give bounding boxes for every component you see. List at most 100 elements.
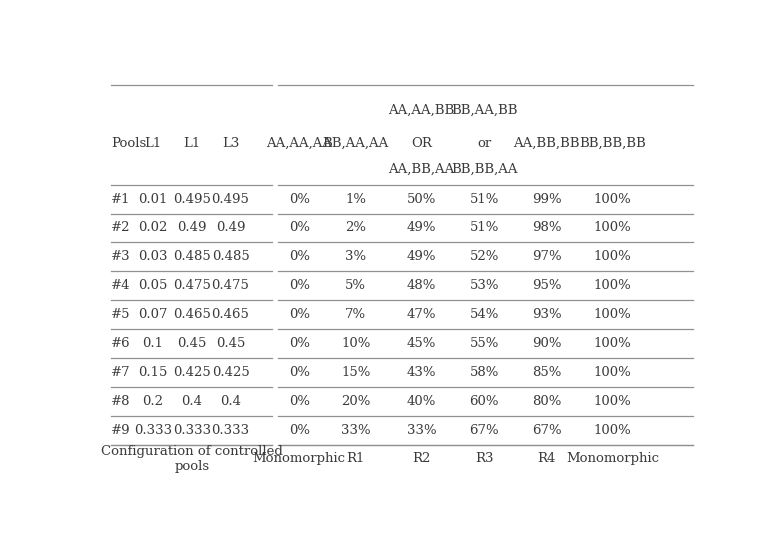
Text: 60%: 60%: [470, 395, 499, 408]
Text: 33%: 33%: [407, 424, 437, 437]
Text: #2: #2: [111, 222, 131, 234]
Text: 97%: 97%: [532, 250, 561, 263]
Text: #9: #9: [111, 424, 131, 437]
Text: L3: L3: [222, 136, 239, 150]
Text: 0.05: 0.05: [139, 279, 168, 293]
Text: 0.333: 0.333: [134, 424, 172, 437]
Text: R2: R2: [412, 452, 430, 465]
Text: BB,AA,AA: BB,AA,AA: [323, 136, 389, 150]
Text: R4: R4: [537, 452, 556, 465]
Text: 0.49: 0.49: [216, 222, 246, 234]
Text: 0.333: 0.333: [212, 424, 249, 437]
Text: 0.475: 0.475: [172, 279, 211, 293]
Text: 0.4: 0.4: [181, 395, 203, 408]
Text: L1: L1: [183, 136, 200, 150]
Text: 51%: 51%: [470, 222, 499, 234]
Text: 95%: 95%: [532, 279, 561, 293]
Text: #5: #5: [111, 309, 131, 321]
Text: 0%: 0%: [289, 366, 310, 379]
Text: 100%: 100%: [594, 366, 631, 379]
Text: 80%: 80%: [532, 395, 561, 408]
Text: 85%: 85%: [532, 366, 561, 379]
Text: Configuration of controlled
pools: Configuration of controlled pools: [101, 445, 283, 473]
Text: #6: #6: [111, 337, 131, 350]
Text: 0.02: 0.02: [139, 222, 168, 234]
Text: 100%: 100%: [594, 192, 631, 206]
Text: 0.15: 0.15: [139, 366, 168, 379]
Text: 45%: 45%: [407, 337, 436, 350]
Text: AA,BB,BB: AA,BB,BB: [514, 136, 580, 150]
Text: L1: L1: [144, 136, 162, 150]
Text: 0.485: 0.485: [172, 250, 211, 263]
Text: 90%: 90%: [532, 337, 561, 350]
Text: R3: R3: [475, 452, 494, 465]
Text: 0.425: 0.425: [172, 366, 211, 379]
Text: 0.495: 0.495: [172, 192, 211, 206]
Text: 50%: 50%: [407, 192, 436, 206]
Text: OR: OR: [411, 136, 432, 150]
Text: R1: R1: [346, 452, 365, 465]
Text: 33%: 33%: [341, 424, 370, 437]
Text: 0.1: 0.1: [142, 337, 163, 350]
Text: 7%: 7%: [345, 309, 367, 321]
Text: 0.01: 0.01: [139, 192, 168, 206]
Text: #8: #8: [111, 395, 131, 408]
Text: 2%: 2%: [345, 222, 367, 234]
Text: 67%: 67%: [532, 424, 561, 437]
Text: 49%: 49%: [407, 222, 437, 234]
Text: 0%: 0%: [289, 395, 310, 408]
Text: 0.45: 0.45: [216, 337, 245, 350]
Text: 0%: 0%: [289, 250, 310, 263]
Text: 93%: 93%: [532, 309, 561, 321]
Text: 0.485: 0.485: [212, 250, 249, 263]
Text: 0%: 0%: [289, 309, 310, 321]
Text: AA,AA,BB: AA,AA,BB: [388, 104, 454, 117]
Text: 0.03: 0.03: [138, 250, 168, 263]
Text: 0.425: 0.425: [212, 366, 249, 379]
Text: Monomorphic: Monomorphic: [253, 452, 346, 465]
Text: 58%: 58%: [470, 366, 499, 379]
Text: 15%: 15%: [341, 366, 370, 379]
Text: 0.07: 0.07: [138, 309, 168, 321]
Text: Monomorphic: Monomorphic: [566, 452, 659, 465]
Text: 40%: 40%: [407, 395, 436, 408]
Text: 67%: 67%: [470, 424, 499, 437]
Text: or: or: [477, 136, 491, 150]
Text: 5%: 5%: [345, 279, 367, 293]
Text: 0.465: 0.465: [212, 309, 249, 321]
Text: 20%: 20%: [341, 395, 370, 408]
Text: 100%: 100%: [594, 222, 631, 234]
Text: 0%: 0%: [289, 192, 310, 206]
Text: #1: #1: [111, 192, 131, 206]
Text: 0%: 0%: [289, 279, 310, 293]
Text: 100%: 100%: [594, 309, 631, 321]
Text: BB,BB,BB: BB,BB,BB: [579, 136, 646, 150]
Text: 100%: 100%: [594, 395, 631, 408]
Text: AA,AA,AA: AA,AA,AA: [266, 136, 332, 150]
Text: 0%: 0%: [289, 424, 310, 437]
Text: 47%: 47%: [407, 309, 437, 321]
Text: 48%: 48%: [407, 279, 436, 293]
Text: 49%: 49%: [407, 250, 437, 263]
Text: 100%: 100%: [594, 337, 631, 350]
Text: 1%: 1%: [345, 192, 367, 206]
Text: 43%: 43%: [407, 366, 437, 379]
Text: BB,AA,BB: BB,AA,BB: [451, 104, 517, 117]
Text: 0.2: 0.2: [142, 395, 163, 408]
Text: 100%: 100%: [594, 250, 631, 263]
Text: 54%: 54%: [470, 309, 499, 321]
Text: 0%: 0%: [289, 337, 310, 350]
Text: 98%: 98%: [532, 222, 561, 234]
Text: 0.49: 0.49: [177, 222, 206, 234]
Text: 0.4: 0.4: [220, 395, 241, 408]
Text: 100%: 100%: [594, 279, 631, 293]
Text: 3%: 3%: [345, 250, 367, 263]
Text: 0.333: 0.333: [172, 424, 211, 437]
Text: 10%: 10%: [341, 337, 370, 350]
Text: #7: #7: [111, 366, 131, 379]
Text: 0.45: 0.45: [177, 337, 206, 350]
Text: Pools: Pools: [111, 136, 146, 150]
Text: 55%: 55%: [470, 337, 499, 350]
Text: 100%: 100%: [594, 424, 631, 437]
Text: 51%: 51%: [470, 192, 499, 206]
